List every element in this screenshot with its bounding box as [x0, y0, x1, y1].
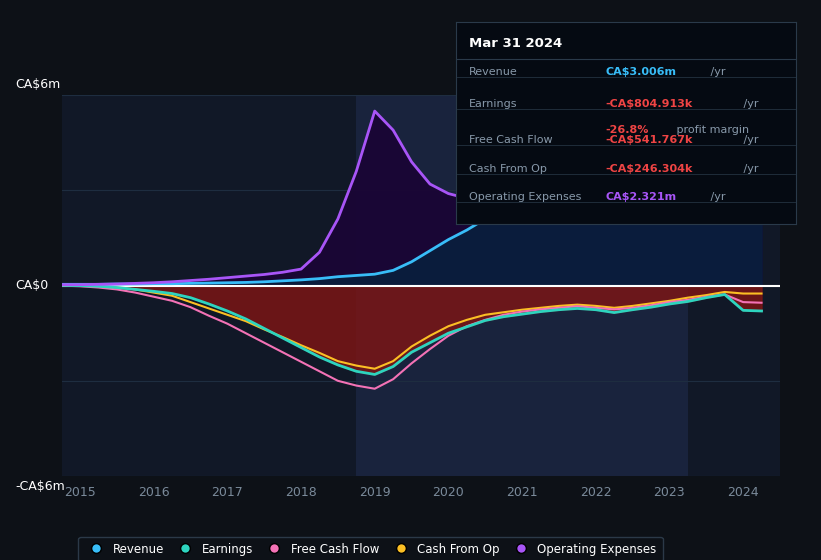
Text: CA$0: CA$0 [15, 279, 48, 292]
Text: -26.8%: -26.8% [606, 125, 649, 135]
Text: CA$3.006m: CA$3.006m [606, 67, 677, 77]
Text: -CA$541.767k: -CA$541.767k [606, 136, 693, 145]
Text: -CA$6m: -CA$6m [15, 480, 65, 493]
Text: Earnings: Earnings [470, 99, 518, 109]
Text: Revenue: Revenue [470, 67, 518, 77]
Text: Operating Expenses: Operating Expenses [470, 192, 581, 202]
Text: CA$2.321m: CA$2.321m [606, 192, 677, 202]
Text: /yr: /yr [741, 136, 759, 145]
Text: Free Cash Flow: Free Cash Flow [470, 136, 553, 145]
Text: -CA$246.304k: -CA$246.304k [606, 164, 693, 174]
Text: /yr: /yr [741, 99, 759, 109]
Text: Cash From Op: Cash From Op [470, 164, 547, 174]
Text: Mar 31 2024: Mar 31 2024 [470, 36, 562, 49]
Text: /yr: /yr [741, 164, 759, 174]
Bar [356, 95, 688, 476]
Text: /yr: /yr [707, 192, 725, 202]
Text: profit margin: profit margin [673, 125, 749, 135]
Text: CA$6m: CA$6m [15, 78, 60, 91]
Text: /yr: /yr [707, 67, 725, 77]
Legend: Revenue, Earnings, Free Cash Flow, Cash From Op, Operating Expenses: Revenue, Earnings, Free Cash Flow, Cash … [79, 536, 663, 560]
Text: -CA$804.913k: -CA$804.913k [606, 99, 693, 109]
